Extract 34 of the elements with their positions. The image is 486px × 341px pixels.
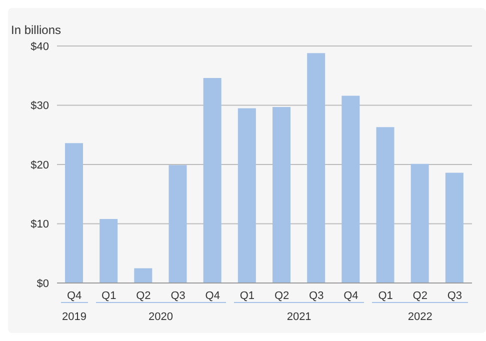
x-tick-label: Q4	[205, 290, 220, 302]
text: 2022	[406, 311, 434, 323]
bar	[65, 143, 83, 283]
y-tick-label: $30	[30, 100, 49, 112]
bar	[342, 96, 360, 283]
x-tick-label: Q3	[170, 290, 186, 302]
x-tick-label: Q2	[136, 290, 151, 302]
bar	[307, 53, 326, 283]
bar	[272, 107, 290, 283]
y-tick-label: $20	[30, 159, 49, 172]
y-tick-label: $0	[36, 278, 49, 290]
x-tick-label: Q3	[447, 290, 462, 302]
bar	[445, 172, 464, 283]
y-tick-label: $10	[30, 218, 49, 231]
x-tick-label: Q2	[274, 290, 290, 302]
text: 2020	[148, 311, 174, 323]
bar	[203, 78, 222, 283]
x-tick-label: Q3	[309, 290, 324, 302]
y-axis-title: In billions	[11, 23, 62, 37]
bar	[410, 164, 429, 283]
bar	[134, 268, 152, 283]
bar	[238, 108, 256, 283]
x-tick-label: Q1	[102, 290, 116, 302]
x-tick-label: Q1	[240, 290, 255, 302]
x-tick-label: Q1	[378, 290, 393, 302]
x-tick-label: Q4	[66, 290, 82, 302]
text: 2021	[286, 311, 312, 323]
bar	[100, 219, 118, 283]
bar	[168, 165, 187, 283]
bar	[376, 127, 394, 283]
x-tick-label: Q2	[412, 290, 428, 302]
x-tick-label: Q4	[344, 290, 358, 302]
text: 2019	[61, 311, 88, 323]
y-tick-label: $40	[30, 40, 49, 53]
